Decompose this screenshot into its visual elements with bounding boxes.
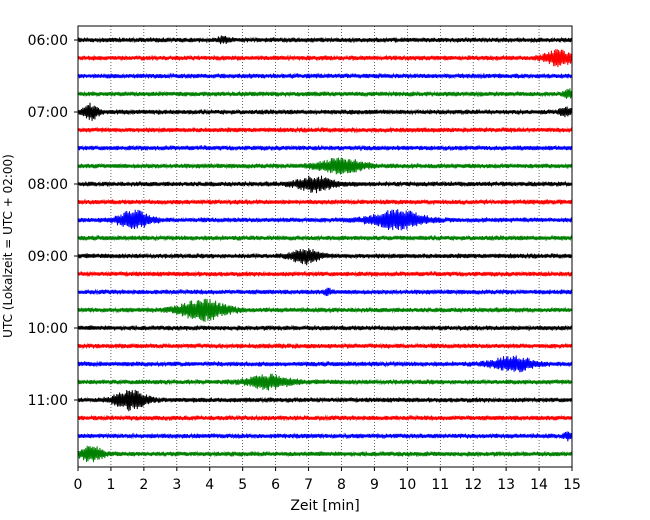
trace-0930 [77, 287, 573, 297]
trace-1145 [77, 445, 573, 463]
trace-1115 [77, 414, 573, 422]
x-tick-label: 4 [205, 477, 214, 493]
x-tick-label: 5 [238, 477, 247, 493]
trace-0645 [77, 88, 573, 99]
trace-0800 [77, 175, 573, 194]
x-tick-label: 12 [464, 477, 482, 493]
y-tick-label: 07:00 [28, 105, 68, 121]
x-tick-label: 9 [370, 477, 379, 493]
plot-background [78, 26, 572, 467]
trace-0915 [77, 270, 573, 278]
y-tick-label: 10:00 [28, 321, 68, 337]
x-tick-label: 6 [271, 477, 280, 493]
y-tick-label: 06:00 [28, 33, 68, 49]
x-tick-label: 7 [304, 477, 313, 493]
x-tick-label: 2 [139, 477, 148, 493]
trace-1045 [77, 373, 573, 391]
trace-1000 [77, 324, 573, 332]
x-axis-label: Zeit [min] [290, 498, 359, 514]
x-tick-label: 13 [497, 477, 515, 493]
trace-1100 [77, 389, 573, 412]
trace-0630 [77, 72, 573, 80]
y-tick-label: 09:00 [28, 249, 68, 265]
trace-0900 [77, 248, 573, 266]
seismic-traces [77, 35, 573, 463]
trace-0845 [77, 234, 573, 242]
trace-0730 [77, 144, 573, 152]
x-tick-label: 10 [398, 477, 416, 493]
trace-0700 [77, 102, 573, 121]
x-tick-label: 0 [74, 477, 83, 493]
x-tick-label: 1 [106, 477, 115, 493]
trace-0715 [77, 126, 573, 134]
trace-0945 [77, 298, 573, 322]
trace-0830 [77, 209, 573, 231]
trace-1130 [77, 431, 573, 442]
x-tick-label: 15 [563, 477, 581, 493]
x-axis-ticks: 0 1 2 3 4 5 6 7 8 9 10 11 12 13 14 15 [74, 467, 581, 493]
trace-0815 [77, 198, 573, 206]
y-axis-label: UTC (Lokalzeit = UTC + 02:00) [1, 154, 15, 338]
trace-0600 [77, 35, 573, 45]
x-tick-label: 3 [172, 477, 181, 493]
trace-1030 [77, 355, 573, 373]
y-axis-ticks: 06:00 07:00 08:00 09:00 10:00 11:00 [28, 33, 78, 409]
trace-0745 [77, 157, 573, 175]
trace-0615 [77, 49, 573, 68]
x-tick-label: 11 [431, 477, 449, 493]
x-tick-label: 8 [337, 477, 346, 493]
trace-1015 [77, 342, 573, 350]
y-tick-label: 11:00 [28, 393, 68, 409]
x-tick-label: 14 [530, 477, 548, 493]
y-tick-label: 08:00 [28, 177, 68, 193]
plot-frame [77, 25, 573, 468]
